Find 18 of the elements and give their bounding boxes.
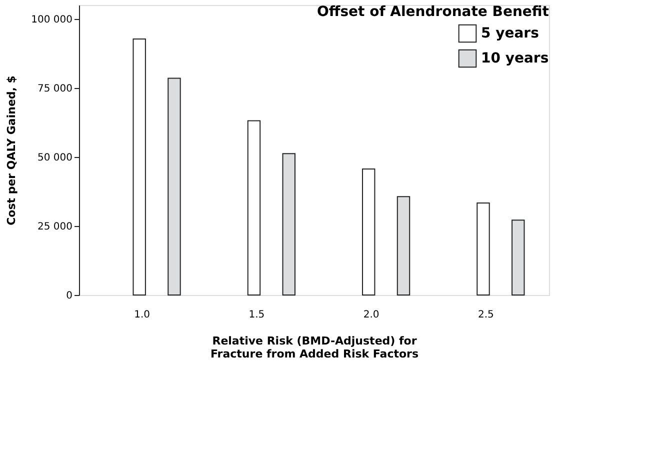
bar <box>476 202 490 296</box>
x-tick-label: 2.0 <box>363 310 380 320</box>
y-tick-label: 50 000 <box>38 152 72 164</box>
y-tick-label: 100 000 <box>31 14 72 26</box>
legend-title: Offset of Alendronate Benefit <box>316 4 550 20</box>
bar <box>247 120 261 296</box>
y-tick-label: 25 000 <box>38 221 72 232</box>
bar <box>132 38 146 296</box>
legend-label: 10 years <box>481 50 549 66</box>
x-tick-label: 2.5 <box>478 310 494 320</box>
x-tick-label: 1.0 <box>134 310 150 320</box>
y-tick-label: 75 000 <box>38 83 72 94</box>
bar <box>362 168 376 296</box>
y-tick-label: 0 <box>66 290 72 302</box>
x-axis-title: Relative Risk (BMD-Adjusted) for Fracture from Added Risk Factors <box>210 334 419 360</box>
x-tick-label: 1.5 <box>248 310 265 320</box>
legend-label: 5 years <box>481 26 539 42</box>
y-axis-title: Cost per QALY Gained, $ <box>5 76 18 226</box>
